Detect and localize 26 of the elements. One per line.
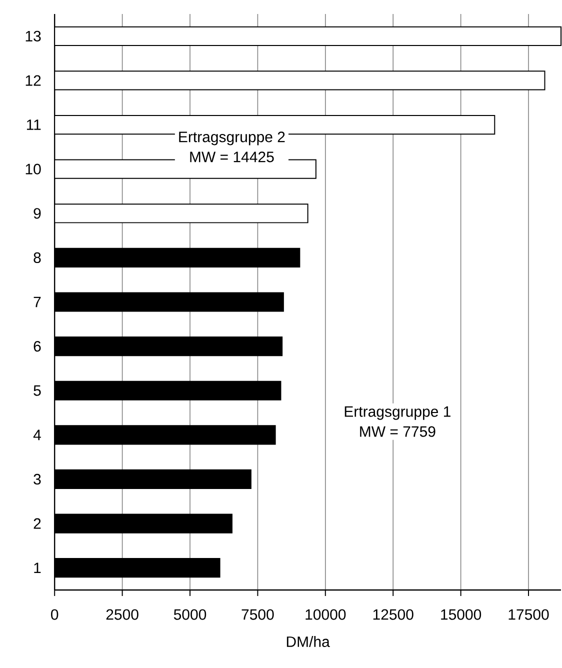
y-tick-label: 10 [26,164,42,174]
x-axis-title: DM/ha [287,636,330,648]
y-tick-label: 8 [34,252,41,263]
x-tick-label: 10000 [306,609,346,620]
y-tick-label: 2 [34,518,41,529]
x-tick-label: 17500 [508,609,549,620]
y-tick-label: 3 [34,474,41,485]
annotation: MW = 14425 [190,152,274,162]
y-tick-label: 1 [34,562,41,574]
x-tick-label: 15000 [441,609,482,620]
x-tick-label: 5000 [174,609,206,620]
y-tick-label: 9 [34,208,41,219]
y-tick-label: 5 [34,385,41,396]
y-tick-label: 12 [26,75,41,86]
x-tick-label: 0 [51,609,58,620]
x-tick-label: 12500 [374,609,414,620]
y-tick-label: 4 [34,430,42,440]
annotation: MW = 7759 [360,426,436,437]
y-tick-label: 6 [34,341,41,352]
x-tick-label: 7500 [242,609,274,620]
annotation: Ertragsgruppe 1 [345,406,451,420]
annotation: Ertragsgruppe 2 [179,132,285,146]
y-tick-label: 13 [26,30,41,42]
y-tick-label: 11 [27,120,41,130]
y-tick-label: 7 [34,296,41,308]
x-tick-label: 2500 [106,609,139,620]
